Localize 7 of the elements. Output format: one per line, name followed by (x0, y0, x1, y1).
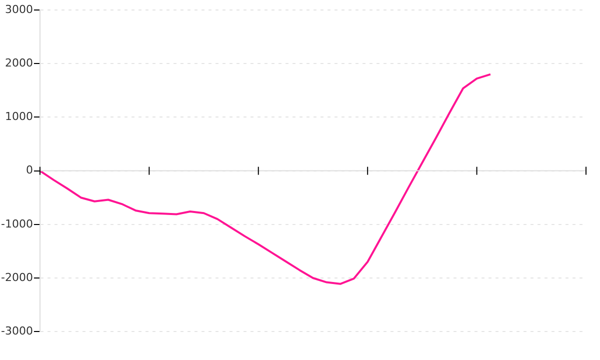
y-tick-label: 3000 (4, 2, 33, 16)
y-tick-label: -1000 (0, 217, 33, 230)
y-tick-label: 1000 (4, 110, 33, 124)
y-tick-label: 0 (26, 164, 33, 177)
y-tick-label: -2000 (0, 270, 33, 284)
y-tick-label: -3000 (0, 324, 33, 338)
y-tick-label: 2000 (4, 56, 33, 70)
